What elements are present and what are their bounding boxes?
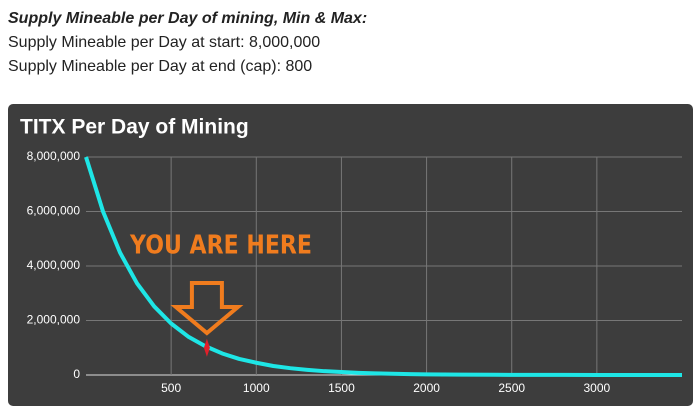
- text-line: Supply Mineable per Day at end (cap): 80…: [8, 58, 313, 75]
- y-tick-label: 0: [73, 367, 80, 381]
- x-tick-label: 2500: [498, 381, 525, 395]
- x-tick-label: 1000: [243, 381, 270, 395]
- line: [84, 156, 682, 377]
- position-marker: [203, 338, 210, 357]
- y-tick-label: 8,000,000: [27, 149, 81, 163]
- chart-title: TITX Per Day of Mining: [20, 116, 249, 139]
- x-tick-label: 3000: [584, 381, 611, 395]
- arrow: [170, 281, 244, 336]
- y-tick-label: 6,000,000: [27, 204, 81, 218]
- chart-background: [8, 104, 693, 406]
- x-tick-label: 1500: [328, 381, 355, 395]
- heading: Supply Mineable per Day of mining, Min &…: [8, 10, 368, 27]
- x-tick-label: 2000: [413, 381, 440, 395]
- annotation-label: YOU ARE HERE: [129, 231, 312, 261]
- x-tick-label: 500: [161, 381, 181, 395]
- y-tick-label: 2,000,000: [27, 313, 81, 327]
- y-tick-label: 4,000,000: [27, 258, 81, 272]
- text-line: Supply Mineable per Day at start: 8,000,…: [8, 34, 321, 51]
